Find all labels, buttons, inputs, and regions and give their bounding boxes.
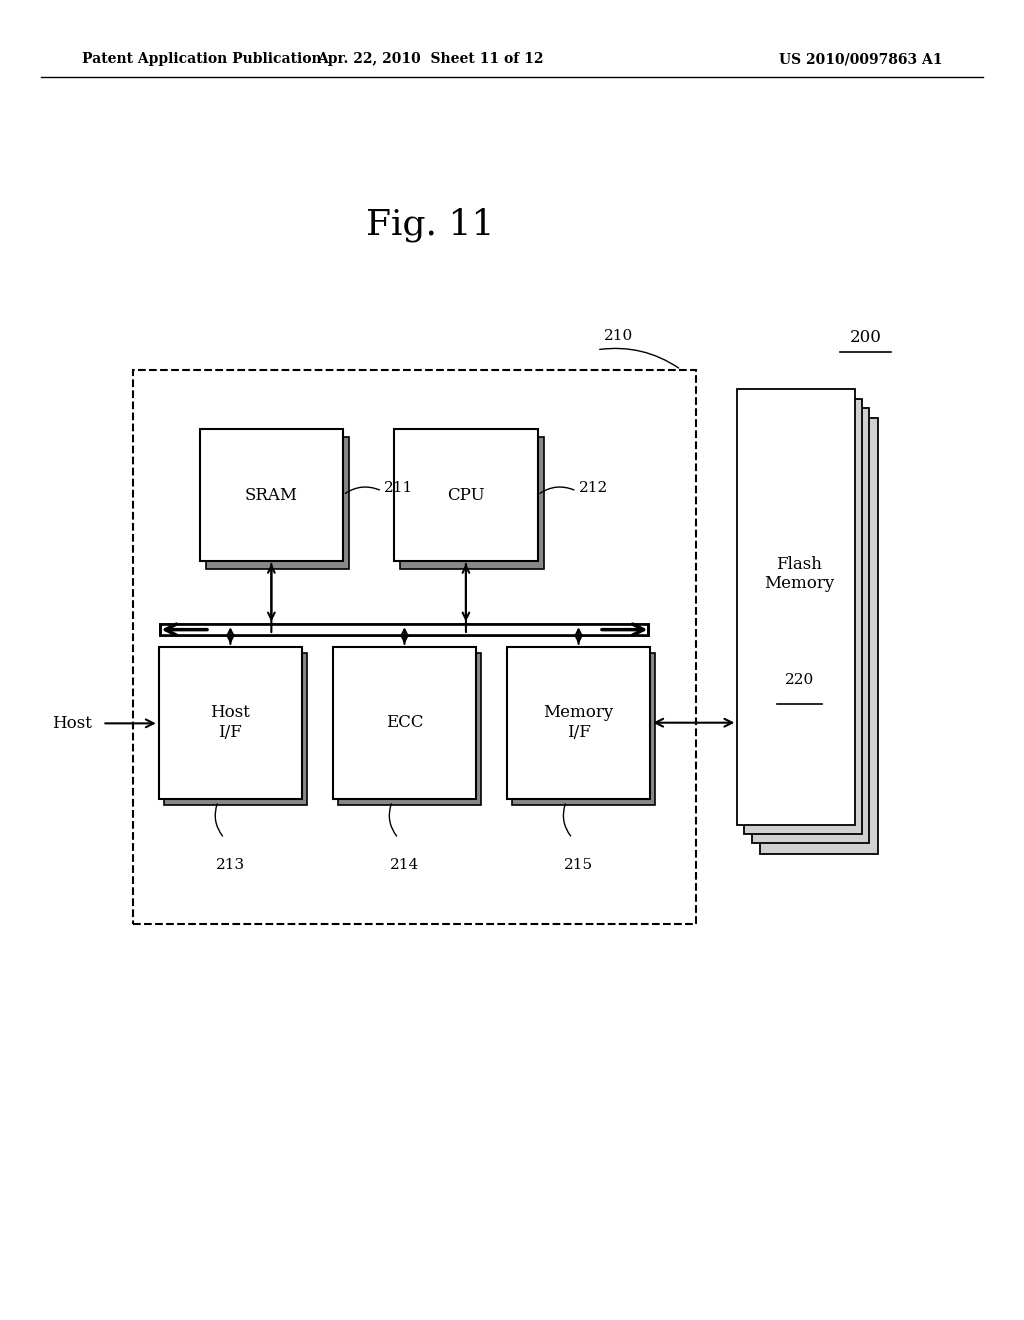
Text: Apr. 22, 2010  Sheet 11 of 12: Apr. 22, 2010 Sheet 11 of 12 [316, 53, 544, 66]
Text: SRAM: SRAM [245, 487, 298, 503]
Text: Host
I/F: Host I/F [211, 705, 250, 741]
Text: Fig. 11: Fig. 11 [366, 207, 495, 242]
Text: Memory
I/F: Memory I/F [544, 705, 613, 741]
Text: Flash
Memory: Flash Memory [764, 556, 835, 593]
Text: 213: 213 [216, 858, 245, 873]
Text: 212: 212 [579, 482, 608, 495]
Bar [512, 653, 655, 805]
Bar [133, 370, 696, 924]
Bar [507, 647, 650, 799]
Bar [752, 408, 869, 843]
Bar [400, 437, 544, 569]
Text: 220: 220 [784, 673, 814, 686]
Text: CPU: CPU [447, 487, 484, 503]
Text: 210: 210 [604, 329, 634, 343]
Text: 211: 211 [384, 482, 414, 495]
Bar [737, 389, 855, 825]
Bar [164, 653, 307, 805]
Text: 200: 200 [849, 329, 882, 346]
Bar [333, 647, 476, 799]
Bar [744, 399, 862, 834]
Text: 214: 214 [390, 858, 419, 873]
Bar [394, 429, 538, 561]
Text: Patent Application Publication: Patent Application Publication [82, 53, 322, 66]
Bar [760, 418, 878, 854]
Text: ECC: ECC [386, 714, 423, 731]
Bar [338, 653, 481, 805]
Text: 215: 215 [564, 858, 593, 873]
Bar [200, 429, 343, 561]
Bar [206, 437, 349, 569]
Text: US 2010/0097863 A1: US 2010/0097863 A1 [778, 53, 942, 66]
Bar [159, 647, 302, 799]
Text: Host: Host [52, 715, 92, 731]
